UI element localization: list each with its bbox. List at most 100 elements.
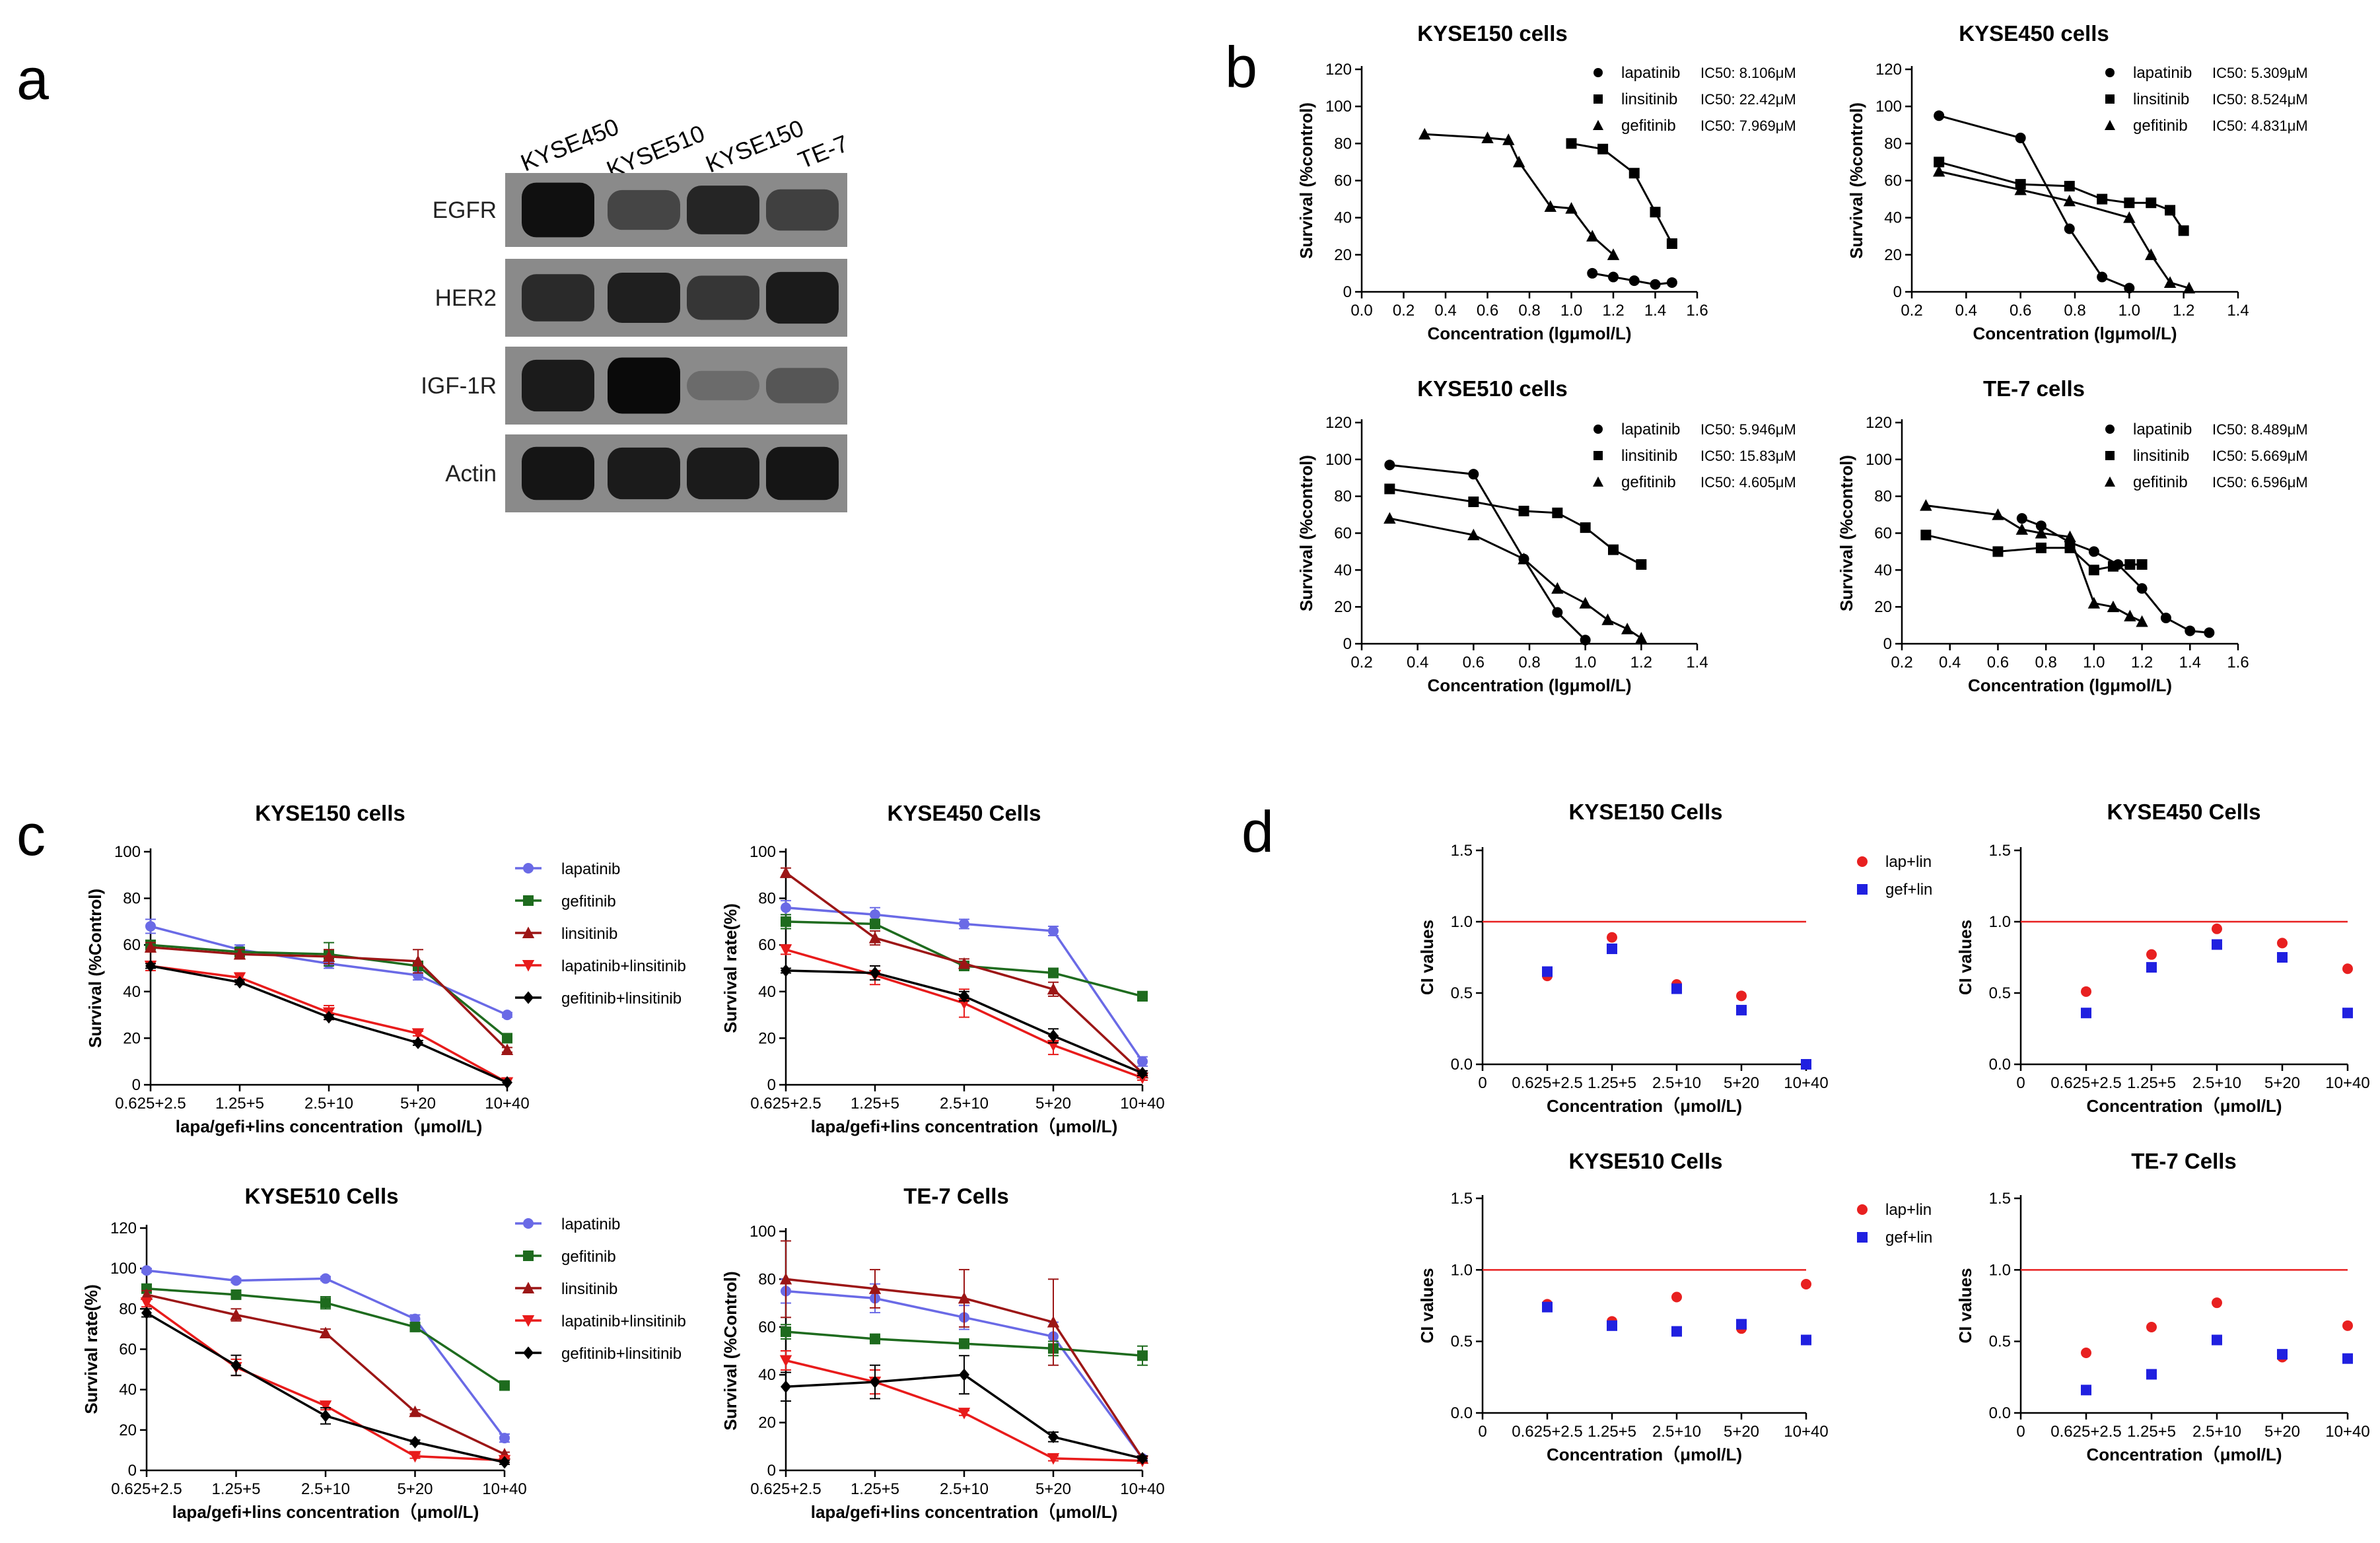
series-gefitinib xyxy=(1418,127,1620,260)
point-gefitinib xyxy=(1932,164,1945,177)
x-tick-label: 1.25+5 xyxy=(851,1480,899,1498)
series-linsitinib xyxy=(1934,156,2189,236)
point-lapatinib xyxy=(320,1273,331,1284)
point-lapatinib xyxy=(409,1313,421,1324)
chart-title: KYSE450 cells xyxy=(1959,21,2109,46)
series-lap-lin xyxy=(2081,1297,2353,1363)
line-lapatinib-linsitinib xyxy=(145,1301,505,1462)
wb-lane-label-kyse150: KYSE150 xyxy=(702,114,808,178)
y-axis-label: Survival (%control) xyxy=(1837,455,1856,611)
legend: lapatinib IC50: 5.309μM linsitinib IC50: 8.… xyxy=(2104,64,2308,135)
legend-marker-gefitinib xyxy=(2104,476,2116,487)
series-lapatinib xyxy=(141,1265,510,1444)
x-tick-label: 5+20 xyxy=(2264,1074,2300,1092)
x-tick-label: 1.2 xyxy=(2173,302,2194,320)
point-lap-lin xyxy=(1671,1291,1682,1303)
point-gefitinib-linsitinib xyxy=(502,1076,512,1089)
chart-c-kyse150: 0 20 40 60 80 100 0.625+2.5 1.25+5 2.5+10 5+20 10+… xyxy=(85,801,686,1136)
legend-label-gefitinib-linsitinib: gefitinib+linsitinib xyxy=(561,990,682,1008)
point-linsitinib xyxy=(958,1291,971,1304)
x-tick-label: 1.25+5 xyxy=(211,1480,260,1498)
point-linsitinib xyxy=(1608,544,1619,555)
y-tick-label: 0.0 xyxy=(1451,1404,1473,1422)
series-linsitinib xyxy=(1566,138,1677,249)
point-gefitinib-linsitinib xyxy=(1048,1029,1059,1043)
point-lapatinib xyxy=(1552,607,1563,618)
point-gef-lin xyxy=(1607,1320,1617,1331)
point-gef-lin xyxy=(1801,1334,1811,1346)
point-linsitinib xyxy=(1628,168,1640,179)
legend-label-linsitinib: linsitinib xyxy=(2133,447,2189,465)
legend-label-lap-lin: lap+lin xyxy=(1885,853,1932,871)
legend: lap+lin gef+lin xyxy=(1857,1201,1932,1247)
x-tick-label: 10+40 xyxy=(2325,1074,2369,1092)
x-tick-label: 0.2 xyxy=(1901,302,1922,320)
series-lapatinib xyxy=(1384,460,1591,646)
y-tick-label: 60 xyxy=(758,936,776,954)
point-gefitinib-linsitinib xyxy=(781,964,791,977)
x-tick-label: 0.625+2.5 xyxy=(115,1095,186,1113)
point-gef-lin xyxy=(2146,1369,2157,1380)
point-linsitinib xyxy=(2146,197,2157,209)
point-lapatinib xyxy=(1934,110,1945,121)
legend-label-gefitinib-linsitinib: gefitinib+linsitinib xyxy=(561,1345,682,1363)
y-tick-label: 20 xyxy=(1334,598,1352,616)
point-gefitinib xyxy=(1467,528,1480,541)
wb-row-label-egfr: EGFR xyxy=(433,197,497,223)
legend-label-lapatinib: lapatinib xyxy=(2133,421,2192,438)
legend-label-gef-lin: gef+lin xyxy=(1885,1229,1932,1247)
y-tick-label: 80 xyxy=(123,890,141,908)
point-gefitinib-linsitinib xyxy=(870,1375,880,1389)
x-tick-label: 10+40 xyxy=(1120,1095,1164,1113)
x-tick-label: 1.4 xyxy=(2227,302,2249,320)
legend-label-lapatinib: lapatinib xyxy=(1621,64,1680,82)
x-tick-label: 0.2 xyxy=(1891,654,1912,671)
series-lapatinib-linsitinib xyxy=(140,1297,511,1467)
y-axis-label: CI values xyxy=(1955,920,1975,995)
chart-title: KYSE150 cells xyxy=(255,801,405,825)
point-linsitinib xyxy=(868,1282,882,1294)
y-tick-label: 1.5 xyxy=(1451,842,1473,860)
y-tick-label: 100 xyxy=(1325,98,1352,116)
x-axis-label: Concentration（μmol/L) xyxy=(2086,1445,2282,1464)
point-gefitinib-linsitinib xyxy=(409,1435,421,1449)
chart-c-kyse510: 0 20 40 60 80 100 120 0.625+2.5 1.25+5 2.5+10 5+20… xyxy=(81,1184,686,1522)
chart-title: KYSE510 Cells xyxy=(245,1184,399,1208)
legend-marker-linsitinib xyxy=(1593,94,1603,104)
chart-c-te7: 0 20 40 60 80 100 0.625+2.5 1.25+5 2.5+10 5+20 10+… xyxy=(720,1184,1165,1522)
x-tick-label: 5+20 xyxy=(1035,1095,1071,1113)
point-lapatinib xyxy=(141,1265,152,1276)
series-gefitinib xyxy=(1920,499,2148,627)
legend-label-linsitinib: linsitinib xyxy=(561,1280,617,1298)
legend: lapatinib gefitinib linsitinib lapatinib+li… xyxy=(515,860,686,1008)
x-tick-label: 5+20 xyxy=(1035,1480,1071,1498)
point-lapatinib-linsitinib xyxy=(319,1400,332,1412)
point-lapatinib xyxy=(2160,612,2171,623)
panel-label-a: a xyxy=(17,46,49,112)
point-gefitinib xyxy=(2163,276,2177,288)
y-tick-label: 100 xyxy=(1866,451,1892,469)
legend-marker-gefitinib xyxy=(1592,120,1604,130)
series-gefitinib xyxy=(1932,164,2196,294)
legend-ic50-gefitinib: IC50: 4.605μM xyxy=(1700,474,1796,491)
wb-band-egfr-kyse150 xyxy=(687,186,759,234)
point-gefitinib xyxy=(1565,202,1578,214)
point-linsitinib xyxy=(1384,483,1395,495)
legend-marker-lap-lin xyxy=(1857,856,1868,867)
y-tick-label: 40 xyxy=(1874,561,1892,579)
chart-d-kyse150: 0.0 0.5 1.0 1.5 0 0.625+2.5 1.25+5 2.5+10 5+20 10… xyxy=(1417,800,1932,1116)
point-lapatinib xyxy=(2185,625,2196,636)
legend-marker-lap-lin xyxy=(1857,1204,1868,1215)
x-tick-label: 1.25+5 xyxy=(1588,1074,1636,1092)
y-tick-label: 0 xyxy=(132,1076,141,1094)
wb-band-egfr-te-7 xyxy=(766,189,839,231)
fit-line-gefitinib xyxy=(1424,133,1614,256)
chart-title: KYSE450 Cells xyxy=(2107,800,2261,824)
x-axis-label: Concentration (lgμmol/L) xyxy=(1427,324,1631,343)
point-lapatinib-linsitinib xyxy=(779,944,792,956)
point-linsitinib xyxy=(958,957,971,969)
point-lap-lin xyxy=(2277,938,2288,949)
y-tick-label: 60 xyxy=(123,936,141,954)
legend-marker-linsitinib xyxy=(2105,451,2115,460)
series-gef-lin xyxy=(2081,1334,2353,1396)
